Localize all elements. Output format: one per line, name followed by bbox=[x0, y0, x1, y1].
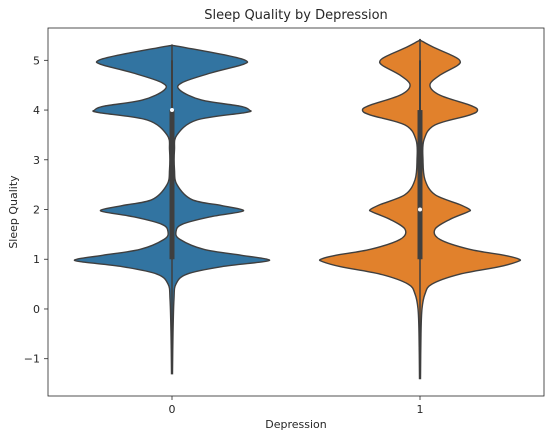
plot-frame bbox=[47, 27, 545, 397]
y-tick-label: 2 bbox=[33, 204, 40, 217]
y-tick-label: 3 bbox=[33, 154, 40, 167]
violin-0-iqr-box bbox=[169, 110, 175, 260]
x-tick-label: 0 bbox=[169, 403, 176, 416]
violin-1-median-dot bbox=[418, 207, 422, 212]
x-axis-label: Depression bbox=[265, 418, 327, 431]
x-tick-label: 1 bbox=[417, 403, 424, 416]
chart-title: Sleep Quality by Depression bbox=[204, 8, 388, 23]
y-tick-label: 5 bbox=[33, 54, 40, 67]
y-tick-label: 1 bbox=[33, 253, 40, 266]
y-axis: −1 0 1 2 3 4 5 bbox=[24, 54, 48, 366]
y-tick-label: 4 bbox=[33, 104, 40, 117]
y-tick-label: 0 bbox=[33, 303, 40, 316]
y-axis-label: Sleep Quality bbox=[7, 175, 20, 249]
violin-1-iqr-box bbox=[417, 110, 423, 260]
y-tick-label: −1 bbox=[24, 353, 40, 366]
violin-0-median-dot bbox=[170, 108, 174, 113]
violins-group bbox=[73, 38, 522, 380]
